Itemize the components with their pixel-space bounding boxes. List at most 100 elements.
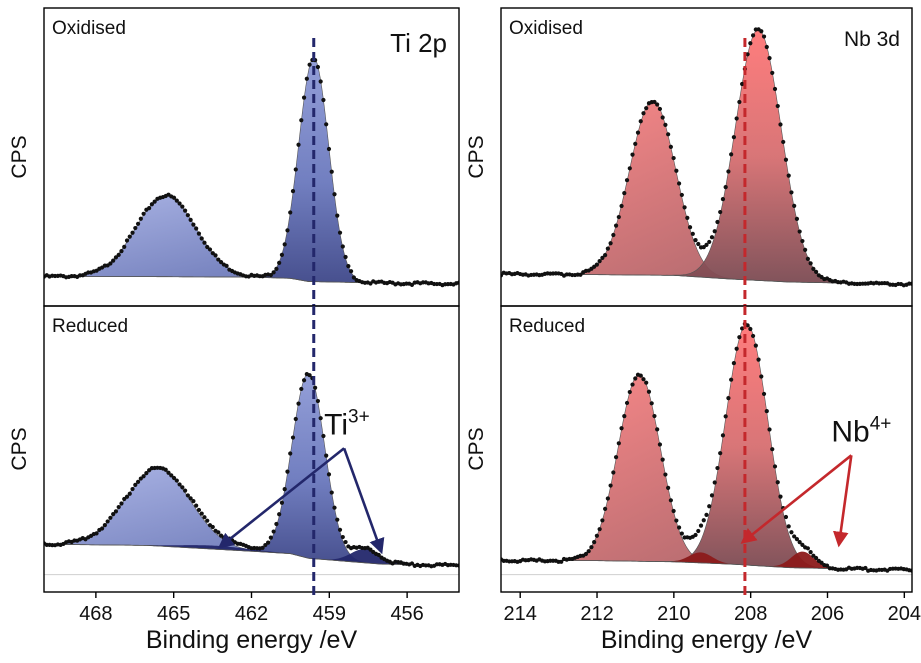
- data-point: [652, 99, 657, 105]
- data-point: [304, 76, 309, 81]
- data-point: [196, 231, 202, 236]
- data-point: [660, 115, 665, 120]
- data-point: [127, 234, 132, 239]
- data-point: [299, 118, 304, 123]
- data-point: [630, 382, 635, 387]
- data-point: [753, 343, 758, 348]
- data-point: [583, 551, 589, 557]
- data-point: [646, 389, 652, 394]
- data-point: [740, 326, 745, 331]
- data-point: [138, 476, 143, 481]
- data-point: [668, 498, 673, 503]
- data-point: [641, 377, 646, 382]
- data-point: [770, 70, 775, 76]
- data-point: [589, 545, 594, 550]
- x-tick-label: 468: [79, 603, 112, 625]
- data-point: [709, 493, 715, 498]
- data-point: [343, 254, 348, 260]
- data-point: [608, 483, 613, 488]
- data-point: [124, 494, 130, 499]
- data-point: [321, 433, 326, 439]
- y-axis-label: CPS: [465, 135, 488, 178]
- data-point: [196, 507, 202, 513]
- data-point: [102, 523, 107, 528]
- data-point: [149, 202, 154, 207]
- plot-area: [501, 321, 912, 576]
- data-point: [133, 482, 138, 487]
- data-point: [750, 333, 756, 339]
- data-point: [559, 559, 564, 564]
- x-tick-label: 212: [580, 603, 613, 625]
- data-point: [315, 398, 320, 404]
- data-point: [789, 530, 794, 535]
- data-point: [174, 478, 179, 483]
- data-point: [180, 485, 185, 490]
- data-point: [649, 401, 654, 406]
- data-point: [290, 435, 296, 440]
- x-tick-label: 462: [235, 603, 268, 625]
- x-tick-label: 459: [313, 603, 346, 625]
- data-point: [288, 451, 293, 456]
- data-point: [335, 213, 340, 218]
- data-point: [124, 238, 130, 243]
- data-point: [260, 545, 265, 550]
- data-point: [707, 239, 712, 245]
- data-point: [332, 505, 337, 510]
- data-point: [329, 490, 334, 495]
- data-point: [119, 501, 124, 506]
- data-point: [285, 228, 290, 233]
- panel-4: Reduced CPS 214 212 210 208 206 204 Binding ener…: [465, 305, 921, 654]
- data-point: [734, 346, 739, 351]
- data-point: [627, 166, 632, 171]
- y-axis-label: CPS: [8, 427, 31, 470]
- data-point: [130, 230, 135, 235]
- data-point: [737, 335, 742, 340]
- minor-component-2: [501, 551, 912, 570]
- data-point: [622, 191, 627, 196]
- data-point: [188, 217, 193, 223]
- data-point: [218, 260, 224, 265]
- data-point: [144, 471, 149, 476]
- data-point: [761, 34, 767, 39]
- data-point: [177, 201, 182, 206]
- data-point: [174, 198, 179, 203]
- data-point: [720, 433, 726, 438]
- data-point: [213, 253, 218, 258]
- data-point: [715, 219, 720, 225]
- data-point: [307, 62, 312, 67]
- data-point: [638, 119, 643, 124]
- data-point: [731, 135, 737, 140]
- data-point: [135, 479, 141, 484]
- data-point: [268, 535, 273, 540]
- data-point: [594, 533, 600, 538]
- data-point: [800, 238, 805, 244]
- data-point: [690, 231, 695, 236]
- data-point: [177, 482, 182, 487]
- element-label: Nb 3d: [844, 28, 900, 51]
- data-point: [326, 146, 332, 152]
- data-point: [704, 512, 709, 518]
- data-point: [594, 262, 600, 267]
- data-point: [750, 33, 756, 38]
- data-point: [622, 414, 627, 419]
- data-point: [224, 263, 229, 268]
- annotation-superscript: 3+: [348, 406, 370, 427]
- data-point: [608, 241, 613, 246]
- data-point: [775, 103, 780, 109]
- data-point: [797, 229, 802, 234]
- data-point: [268, 272, 273, 278]
- data-point: [141, 211, 146, 216]
- data-point: [800, 542, 805, 547]
- data-point: [279, 500, 285, 505]
- data-point: [116, 504, 121, 510]
- data-point: [340, 244, 345, 249]
- data-point: [619, 203, 624, 209]
- data-point: [682, 205, 687, 210]
- minor-component-1: [501, 552, 912, 570]
- data-point: [603, 253, 608, 258]
- x-axis-label: Binding energy /eV: [601, 626, 813, 654]
- data-point: [786, 173, 791, 178]
- data-point: [778, 122, 783, 127]
- data-point: [277, 260, 282, 266]
- data-point: [293, 167, 298, 172]
